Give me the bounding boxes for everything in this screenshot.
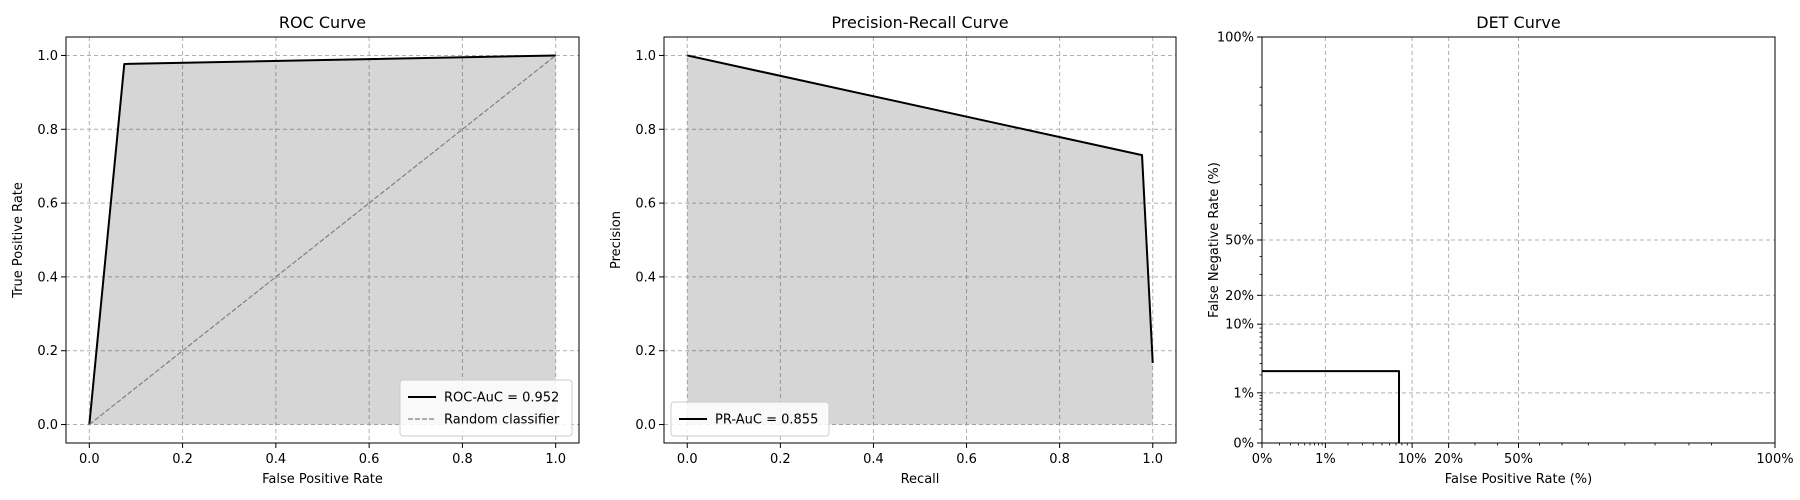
tick-label-y: 0.4 (37, 270, 58, 285)
tick-label-y: 50% (1225, 234, 1254, 249)
tick-label-y: 100% (1217, 31, 1254, 46)
tick-label-x: 50% (1504, 452, 1533, 467)
tick-label-y: 0.2 (37, 344, 58, 359)
tick-label-x: 0.2 (770, 452, 791, 467)
legend: PR-AuC = 0.855 (670, 401, 830, 437)
tick-label-y: 0.6 (635, 197, 656, 212)
area-fill (687, 55, 1153, 425)
chart-3: 0% 1% 10% 20% 50% 100% 0% 1% 10% 20% 50% 100% DET Cu… (1207, 13, 1794, 487)
series-line-1 (88, 54, 556, 425)
tick-label-x: 0% (1252, 452, 1273, 467)
tick-label-x: 0.2 (172, 452, 193, 467)
tick-label-y: 0.4 (635, 270, 656, 285)
tick-label-x: 0.4 (863, 452, 884, 467)
plot-frame (663, 36, 1177, 444)
legend-box (399, 379, 573, 437)
tick-label-x: 0.0 (79, 452, 100, 467)
legend-label: ROC-AuC = 0.952 (444, 391, 559, 406)
chart-title: ROC Curve (279, 13, 366, 32)
x-axis-label: False Positive Rate (262, 472, 383, 487)
tick-label-x: 100% (1756, 452, 1793, 467)
tick-label-y: 0.0 (37, 418, 58, 433)
series-line-1 (1262, 370, 1401, 443)
tick-label-y: 0% (1233, 437, 1254, 452)
tick-label-x: 0.4 (266, 452, 287, 467)
tick-label-x: 0.8 (1049, 452, 1070, 467)
tick-label-y: 1.0 (635, 49, 656, 64)
tick-label-y: 0.8 (635, 123, 656, 138)
series-line-1 (687, 54, 1154, 363)
chart-title: DET Curve (1476, 13, 1561, 32)
y-axis-label: False Negative Rate (%) (1207, 162, 1222, 318)
y-axis-label: True Positive Rate (11, 182, 26, 299)
x-axis-label: False Positive Rate (%) (1445, 472, 1592, 487)
tick-label-y: 10% (1225, 318, 1254, 333)
chart-1: 0.0 0.2 0.4 0.6 0.8 1.0 0.0 0.2 0.4 0.6 0.8 1.0 ROC … (11, 13, 580, 487)
x-axis-label: Recall (901, 472, 940, 487)
legend-label: PR-AuC = 0.855 (715, 413, 818, 428)
tick-label-y: 1.0 (37, 49, 58, 64)
tick-label-x: 0.6 (359, 452, 380, 467)
tick-label-y: 0.8 (37, 123, 58, 138)
tick-label-x: 1.0 (545, 452, 566, 467)
plot-frame (65, 36, 580, 444)
tick-label-x: 0.6 (956, 452, 977, 467)
tick-label-y: 20% (1225, 289, 1254, 304)
tick-label-y: 1% (1233, 386, 1254, 401)
chart-2: 0.0 0.2 0.4 0.6 0.8 1.0 0.0 0.2 0.4 0.6 0.8 1.0 Prec… (609, 13, 1177, 487)
tick-label-x: 10% (1398, 452, 1427, 467)
legend-label: Random classifier (444, 413, 560, 428)
tick-label-x: 1.0 (1142, 452, 1163, 467)
tick-label-y: 0.0 (635, 418, 656, 433)
legend-box (670, 401, 830, 437)
chart-title: Precision-Recall Curve (831, 13, 1008, 32)
legend: ROC-AuC = 0.952 Random classifier (399, 379, 573, 437)
tick-label-y: 0.6 (37, 197, 58, 212)
tick-label-y: 0.2 (635, 344, 656, 359)
y-axis-label: Precision (609, 211, 624, 269)
series-line-2 (88, 54, 557, 426)
tick-label-x: 0.8 (452, 452, 473, 467)
tick-label-x: 0.0 (677, 452, 698, 467)
tick-label-x: 1% (1315, 452, 1336, 467)
tick-label-x: 20% (1434, 452, 1463, 467)
